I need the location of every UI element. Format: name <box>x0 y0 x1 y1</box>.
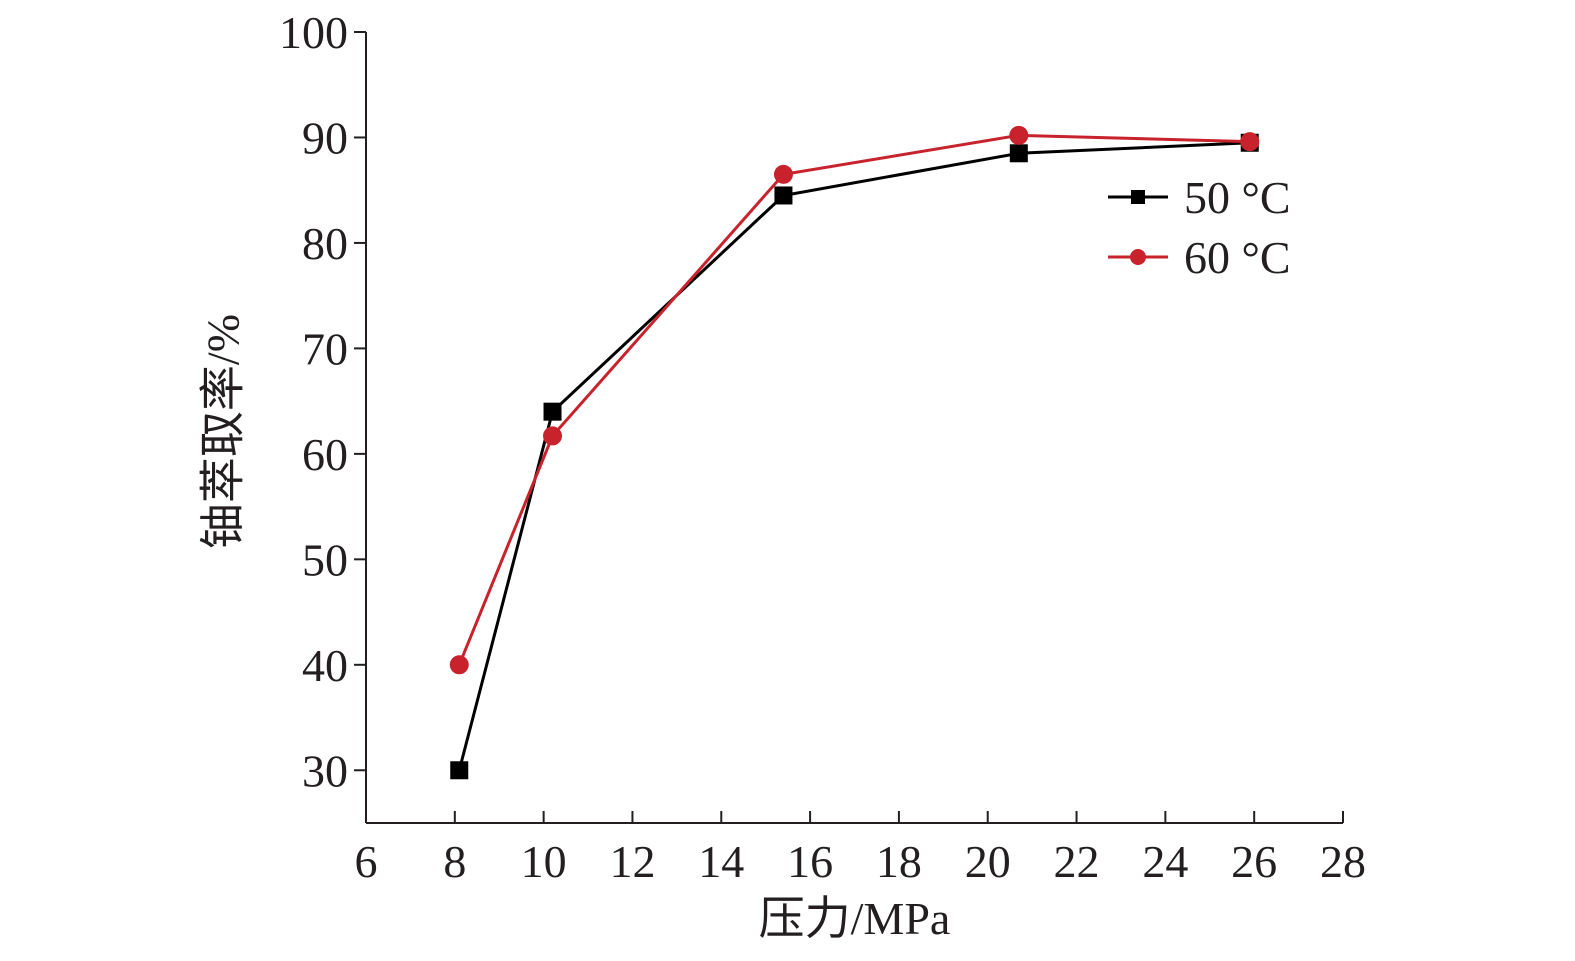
y-tick-label: 30 <box>302 745 348 796</box>
y-tick-label: 70 <box>302 323 348 374</box>
legend: 50 °C 60 °C <box>1108 172 1291 283</box>
x-tick-label: 20 <box>965 836 1011 887</box>
x-tick-label: 14 <box>698 836 744 887</box>
data-point-circle <box>1240 132 1260 152</box>
legend-marker-circle <box>1130 249 1146 265</box>
series-line <box>457 141 1250 771</box>
series-layer <box>449 125 1260 780</box>
data-point-square <box>543 402 562 421</box>
y-tick-label: 100 <box>279 7 348 58</box>
data-point-square <box>450 761 469 780</box>
data-point-circle <box>449 655 469 675</box>
legend-label: 60 °C <box>1184 232 1291 283</box>
x-tick-label: 28 <box>1320 836 1366 887</box>
legend-item: 60 °C <box>1108 232 1291 283</box>
y-axis-title: 铀萃取率/% <box>198 314 249 549</box>
x-tick-label: 22 <box>1054 836 1100 887</box>
x-tick-label: 10 <box>521 836 567 887</box>
data-point-square <box>1009 144 1028 163</box>
data-point-circle <box>543 426 563 446</box>
y-tick-label: 40 <box>302 640 348 691</box>
legend-marker-square <box>1131 190 1145 204</box>
x-tick-label: 12 <box>609 836 655 887</box>
x-tick-label: 16 <box>787 836 833 887</box>
data-point-circle <box>1009 125 1029 145</box>
y-tick-label: 90 <box>302 112 348 163</box>
legend-item: 50 °C <box>1108 172 1291 223</box>
y-tick-label: 60 <box>302 429 348 480</box>
x-tick-label: 6 <box>355 836 378 887</box>
series-line <box>457 133 1250 666</box>
y-tick-label: 80 <box>302 218 348 269</box>
x-tick-label: 24 <box>1142 836 1188 887</box>
y-tick-label: 50 <box>302 534 348 585</box>
data-point-square <box>774 186 793 205</box>
x-axis-title: 压力/MPa <box>759 893 951 944</box>
axes: 6 8 10 12 14 16 18 20 22 24 26 28 30 40 50 60 70 80 90 100 <box>279 7 1366 887</box>
x-tick-label: 26 <box>1231 836 1277 887</box>
series-2 <box>449 125 1260 675</box>
series-1 <box>450 133 1259 780</box>
legend-label: 50 °C <box>1184 172 1291 223</box>
data-point-circle <box>773 164 793 184</box>
x-tick-label: 18 <box>876 836 922 887</box>
x-tick-label: 8 <box>443 836 466 887</box>
